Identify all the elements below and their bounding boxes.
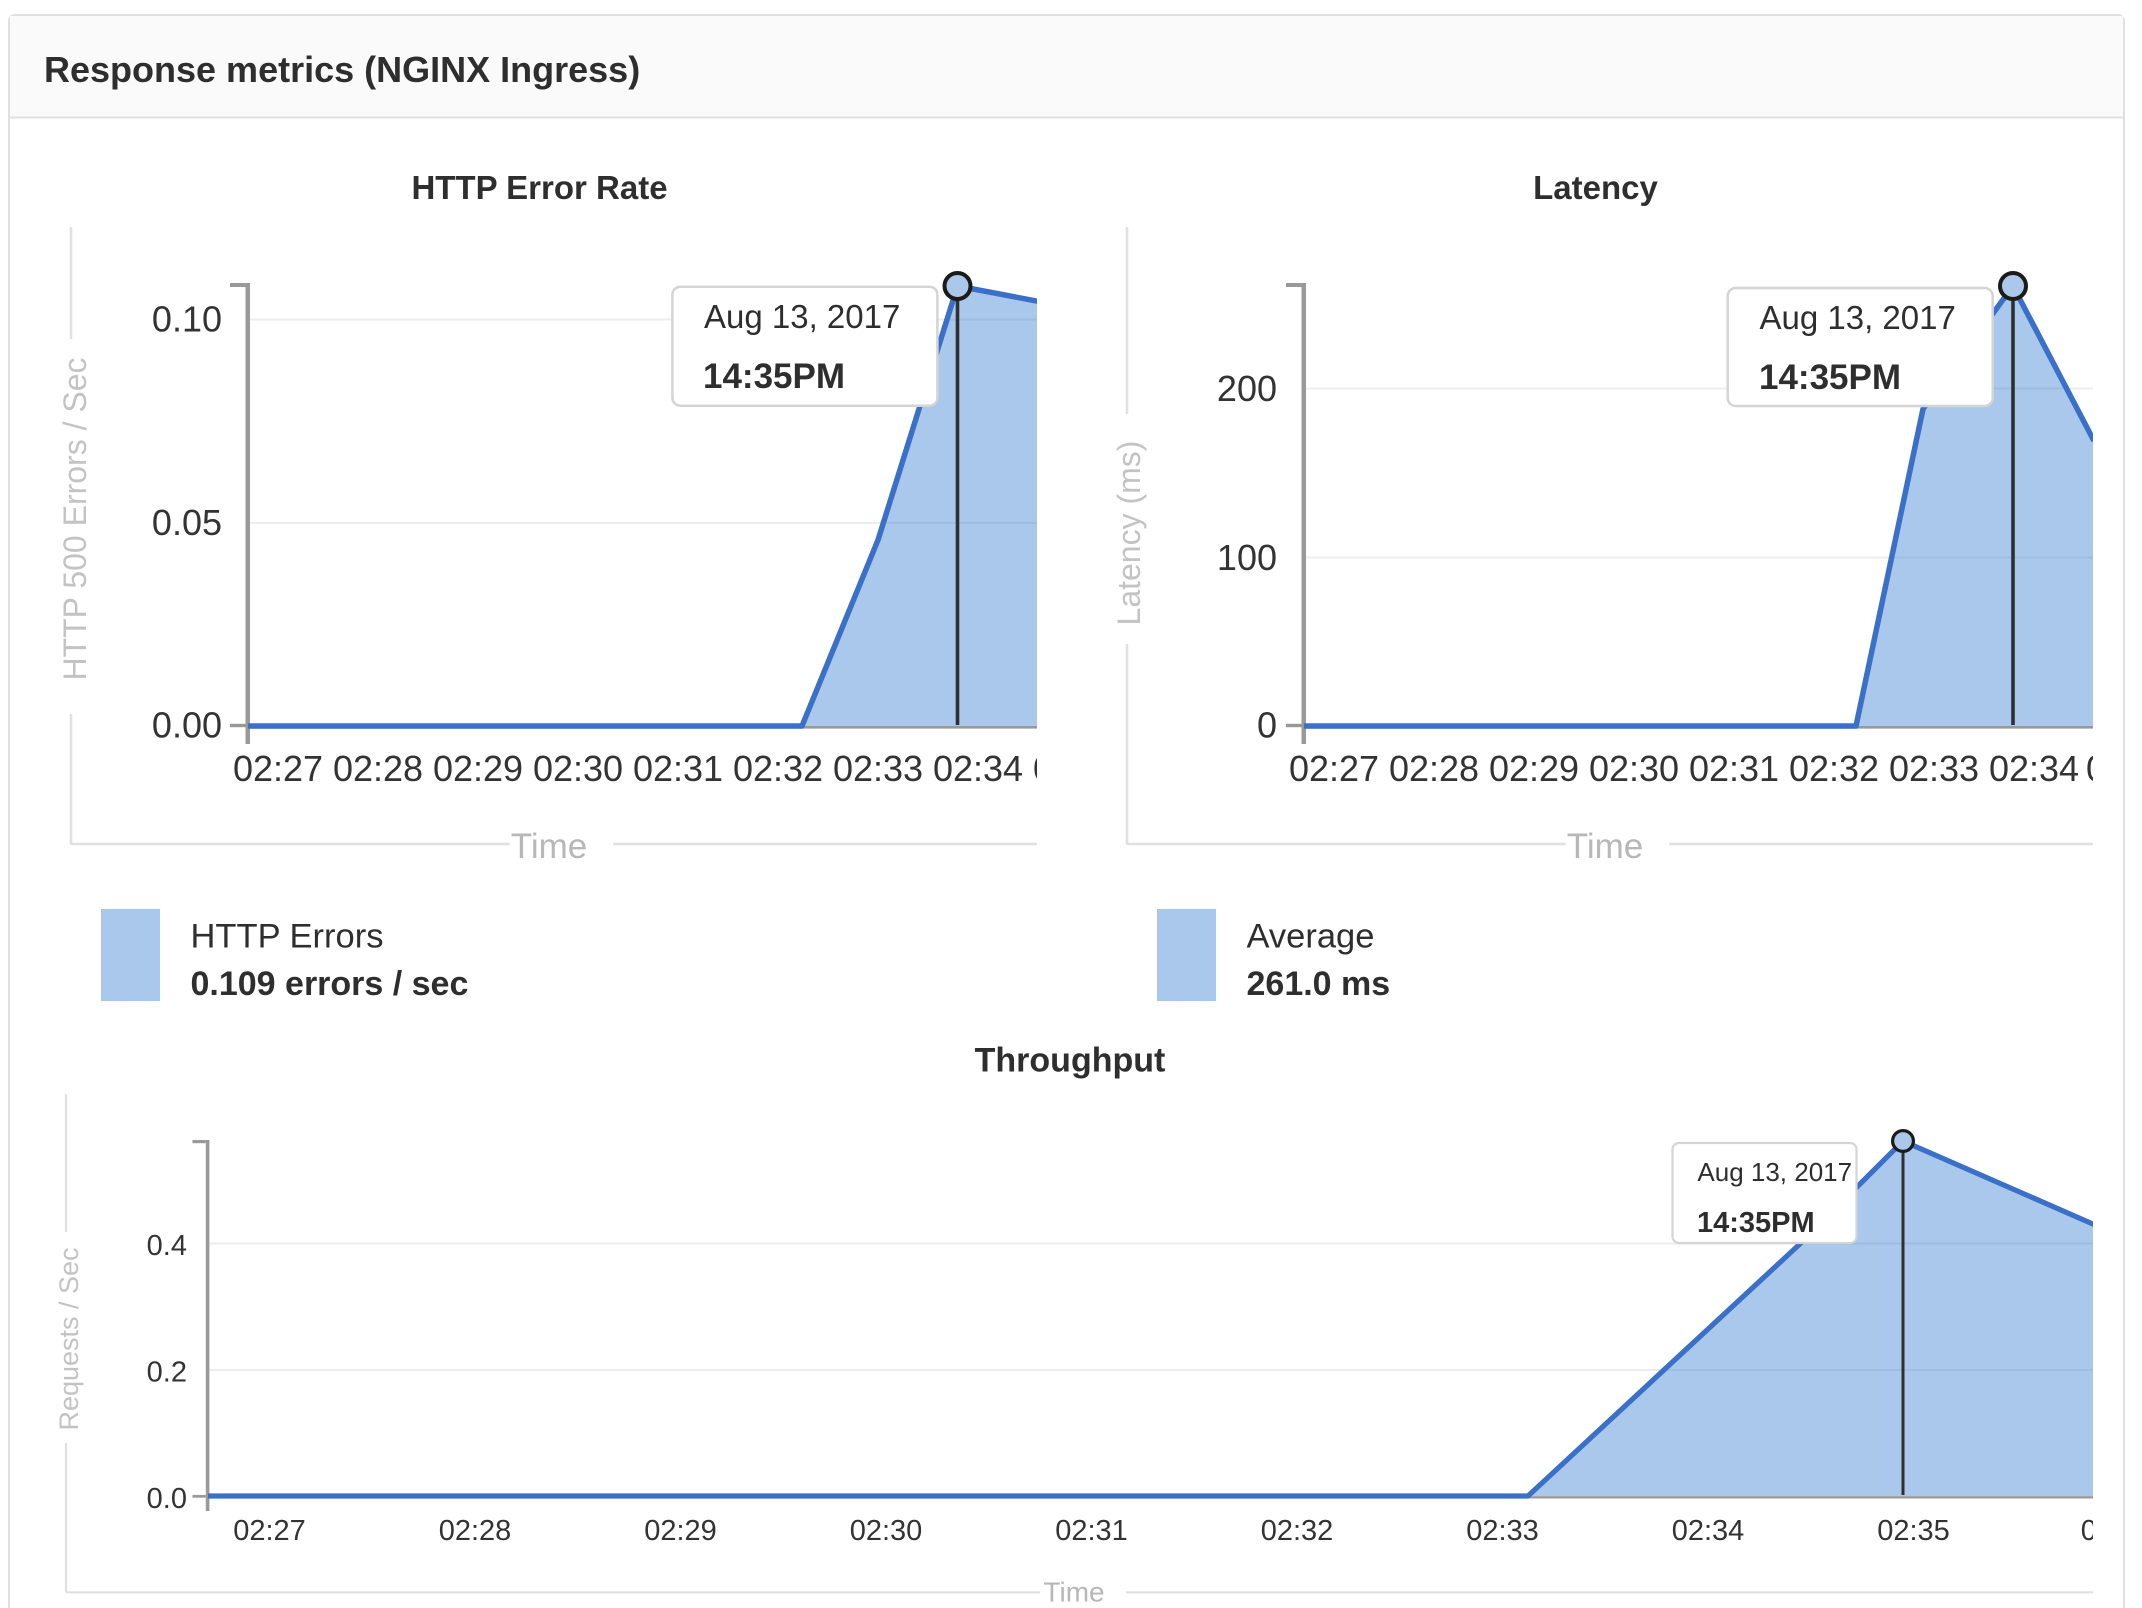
- svg-text:0.10: 0.10: [152, 299, 222, 340]
- svg-text:0.05: 0.05: [152, 502, 222, 543]
- svg-text:0.00: 0.00: [152, 705, 222, 746]
- svg-text:Time: Time: [1567, 827, 1643, 866]
- svg-text:02:32: 02:32: [1789, 748, 1879, 789]
- svg-text:0.109 errors / sec: 0.109 errors / sec: [191, 965, 469, 1003]
- svg-text:02:30: 02:30: [533, 748, 623, 789]
- svg-text:02:28: 02:28: [1389, 748, 1479, 789]
- svg-text:Aug 13, 2017: Aug 13, 2017: [1697, 1157, 1852, 1187]
- svg-text:100: 100: [1217, 537, 1277, 578]
- svg-text:02:32: 02:32: [733, 748, 823, 789]
- svg-text:14:35PM: 14:35PM: [703, 357, 845, 396]
- svg-text:Time: Time: [1043, 1577, 1104, 1608]
- svg-text:Time: Time: [511, 827, 587, 866]
- svg-text:02:29: 02:29: [644, 1515, 717, 1547]
- svg-text:0.2: 0.2: [147, 1357, 187, 1389]
- svg-text:HTTP Errors: HTTP Errors: [191, 918, 384, 956]
- svg-text:02:28: 02:28: [333, 748, 423, 789]
- svg-text:261.0 ms: 261.0 ms: [1247, 965, 1391, 1003]
- svg-text:02:27: 02:27: [233, 748, 323, 789]
- svg-text:0.0: 0.0: [147, 1483, 187, 1515]
- svg-text:02:35: 02:35: [1877, 1515, 1950, 1547]
- svg-text:02:31: 02:31: [1055, 1515, 1128, 1547]
- svg-text:02:33: 02:33: [833, 748, 923, 789]
- svg-text:Average: Average: [1247, 918, 1375, 956]
- svg-text:02:31: 02:31: [633, 748, 723, 789]
- svg-text:02:34: 02:34: [933, 748, 1023, 789]
- svg-text:0: 0: [1257, 705, 1277, 746]
- svg-text:Response metrics (NGINX Ingres: Response metrics (NGINX Ingress): [44, 49, 640, 90]
- svg-text:HTTP 500 Errors / Sec: HTTP 500 Errors / Sec: [57, 357, 93, 680]
- svg-text:02:30: 02:30: [1589, 748, 1679, 789]
- svg-text:14:35PM: 14:35PM: [1697, 1207, 1815, 1239]
- svg-text:02:35: 02:35: [2086, 748, 2142, 789]
- svg-text:02:30: 02:30: [850, 1515, 923, 1547]
- svg-text:Latency: Latency: [1533, 169, 1658, 206]
- svg-text:02:31: 02:31: [1689, 748, 1779, 789]
- svg-text:02:36: 02:36: [2081, 1515, 2142, 1547]
- svg-text:02:28: 02:28: [439, 1515, 512, 1547]
- svg-text:02:33: 02:33: [1889, 748, 1979, 789]
- svg-text:Aug 13, 2017: Aug 13, 2017: [1760, 299, 1956, 336]
- svg-text:Latency (ms): Latency (ms): [1111, 441, 1147, 626]
- svg-text:02:35: 02:35: [1033, 748, 1123, 789]
- svg-text:02:34: 02:34: [1672, 1515, 1745, 1547]
- svg-text:02:27: 02:27: [1289, 748, 1379, 789]
- svg-text:02:27: 02:27: [233, 1515, 306, 1547]
- svg-text:02:34: 02:34: [1989, 748, 2079, 789]
- svg-text:02:29: 02:29: [1489, 748, 1579, 789]
- svg-text:02:29: 02:29: [433, 748, 523, 789]
- svg-text:200: 200: [1217, 368, 1277, 409]
- svg-text:HTTP Error Rate: HTTP Error Rate: [411, 169, 667, 206]
- svg-text:02:32: 02:32: [1261, 1515, 1334, 1547]
- svg-text:Throughput: Throughput: [975, 1042, 1166, 1080]
- svg-text:Requests / Sec: Requests / Sec: [54, 1247, 84, 1430]
- svg-text:Aug 13, 2017: Aug 13, 2017: [704, 298, 900, 335]
- svg-text:02:33: 02:33: [1466, 1515, 1539, 1547]
- svg-text:0.4: 0.4: [147, 1230, 187, 1262]
- svg-text:14:35PM: 14:35PM: [1759, 358, 1901, 397]
